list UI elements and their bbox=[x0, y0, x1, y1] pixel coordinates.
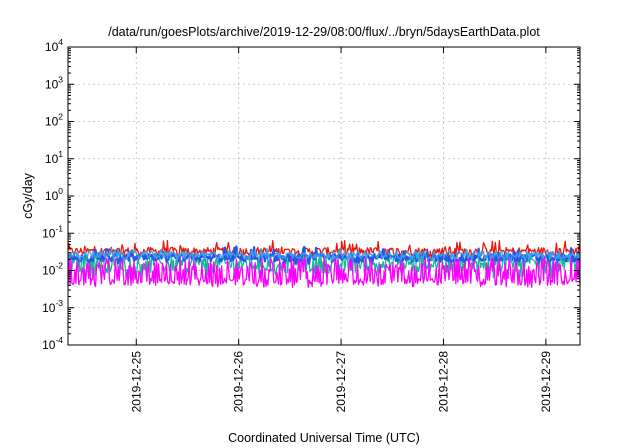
x-tick-label: 2019-12-29 bbox=[539, 351, 553, 413]
series-line bbox=[67, 239, 581, 259]
x-axis-label: Coordinated Universal Time (UTC) bbox=[228, 431, 420, 445]
series-line bbox=[67, 257, 581, 288]
chart-title: /data/run/goesPlots/archive/2019-12-29/0… bbox=[108, 25, 540, 39]
axes: 10-4 10-3 10-2 10-1 100 101 102 103 104 2019-12-2… bbox=[42, 37, 580, 412]
y-tick-label: 10-4 bbox=[42, 335, 63, 352]
x-tick-label: 2019-12-27 bbox=[334, 351, 348, 413]
y-tick-label: 100 bbox=[45, 186, 63, 203]
y-tick-label: 102 bbox=[45, 112, 63, 129]
series-group bbox=[67, 239, 581, 288]
y-tick-label: 10-3 bbox=[42, 298, 63, 315]
x-tick-label: 2019-12-25 bbox=[129, 351, 143, 413]
y-tick-label: 10-2 bbox=[42, 261, 63, 278]
x-tick-label: 2019-12-28 bbox=[436, 351, 450, 413]
y-tick-label: 101 bbox=[45, 149, 63, 166]
x-tick-label: 2019-12-26 bbox=[232, 351, 246, 413]
series-line bbox=[67, 247, 581, 263]
y-tick-label: 103 bbox=[45, 74, 63, 91]
y-tick-label: 10-1 bbox=[42, 223, 63, 240]
y-tick-label: 104 bbox=[45, 37, 63, 54]
y-axis-label: cGy/day bbox=[21, 172, 35, 219]
